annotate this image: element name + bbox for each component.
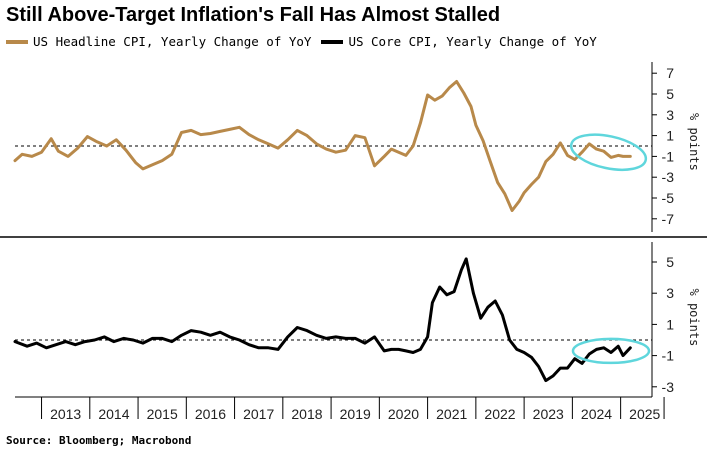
y-axis-unit-label: % points — [687, 113, 701, 171]
y-tick-label: -7 — [662, 211, 675, 227]
x-tick-label: 2018 — [291, 406, 322, 422]
y-tick-label: 7 — [666, 65, 674, 81]
legend-label-core: US Core CPI, Yearly Change of YoY — [348, 34, 597, 49]
y-axis-unit-label: % points — [687, 289, 701, 347]
core-cpi-line — [13, 257, 632, 383]
x-tick-label: 2025 — [629, 406, 660, 422]
legend: US Headline CPI, Yearly Change of YoY US… — [6, 34, 607, 49]
highlight-ellipse — [571, 337, 651, 365]
x-tick-label: 2022 — [484, 406, 515, 422]
y-tick-label: 5 — [666, 254, 674, 270]
y-tick-label: 1 — [666, 316, 674, 332]
legend-item-headline: US Headline CPI, Yearly Change of YoY — [6, 34, 311, 49]
x-tick-label: 2024 — [581, 406, 612, 422]
headline-cpi-line — [13, 80, 632, 212]
x-tick-label: 2013 — [50, 406, 81, 422]
legend-label-headline: US Headline CPI, Yearly Change of YoY — [33, 34, 312, 49]
highlight-ellipse — [569, 133, 648, 172]
y-tick-label: -1 — [662, 348, 675, 364]
y-tick-label: -1 — [662, 148, 675, 164]
y-tick-label: 5 — [666, 86, 674, 102]
legend-swatch-core — [321, 39, 344, 44]
y-tick-label: 1 — [666, 128, 674, 144]
chart-title: Still Above-Target Inflation's Fall Has … — [6, 4, 501, 26]
x-tick-label: 2020 — [388, 406, 419, 422]
y-tick-label: -3 — [662, 379, 675, 395]
x-tick-label: 2016 — [195, 406, 226, 422]
y-tick-label: 3 — [666, 285, 674, 301]
legend-item-core: US Core CPI, Yearly Change of YoY — [321, 34, 597, 49]
x-tick-label: 2015 — [147, 406, 178, 422]
y-tick-label: 3 — [666, 107, 674, 123]
x-tick-label: 2017 — [243, 406, 274, 422]
y-tick-label: -3 — [662, 169, 675, 185]
source-note: Source: Bloomberg; Macrobond — [6, 434, 192, 447]
legend-swatch-headline — [6, 39, 28, 44]
y-tick-label: -5 — [662, 190, 675, 206]
x-tick-label: 2023 — [533, 406, 564, 422]
x-tick-label: 2019 — [340, 406, 371, 422]
x-tick-label: 2021 — [436, 406, 467, 422]
x-tick-label: 2014 — [98, 406, 129, 422]
